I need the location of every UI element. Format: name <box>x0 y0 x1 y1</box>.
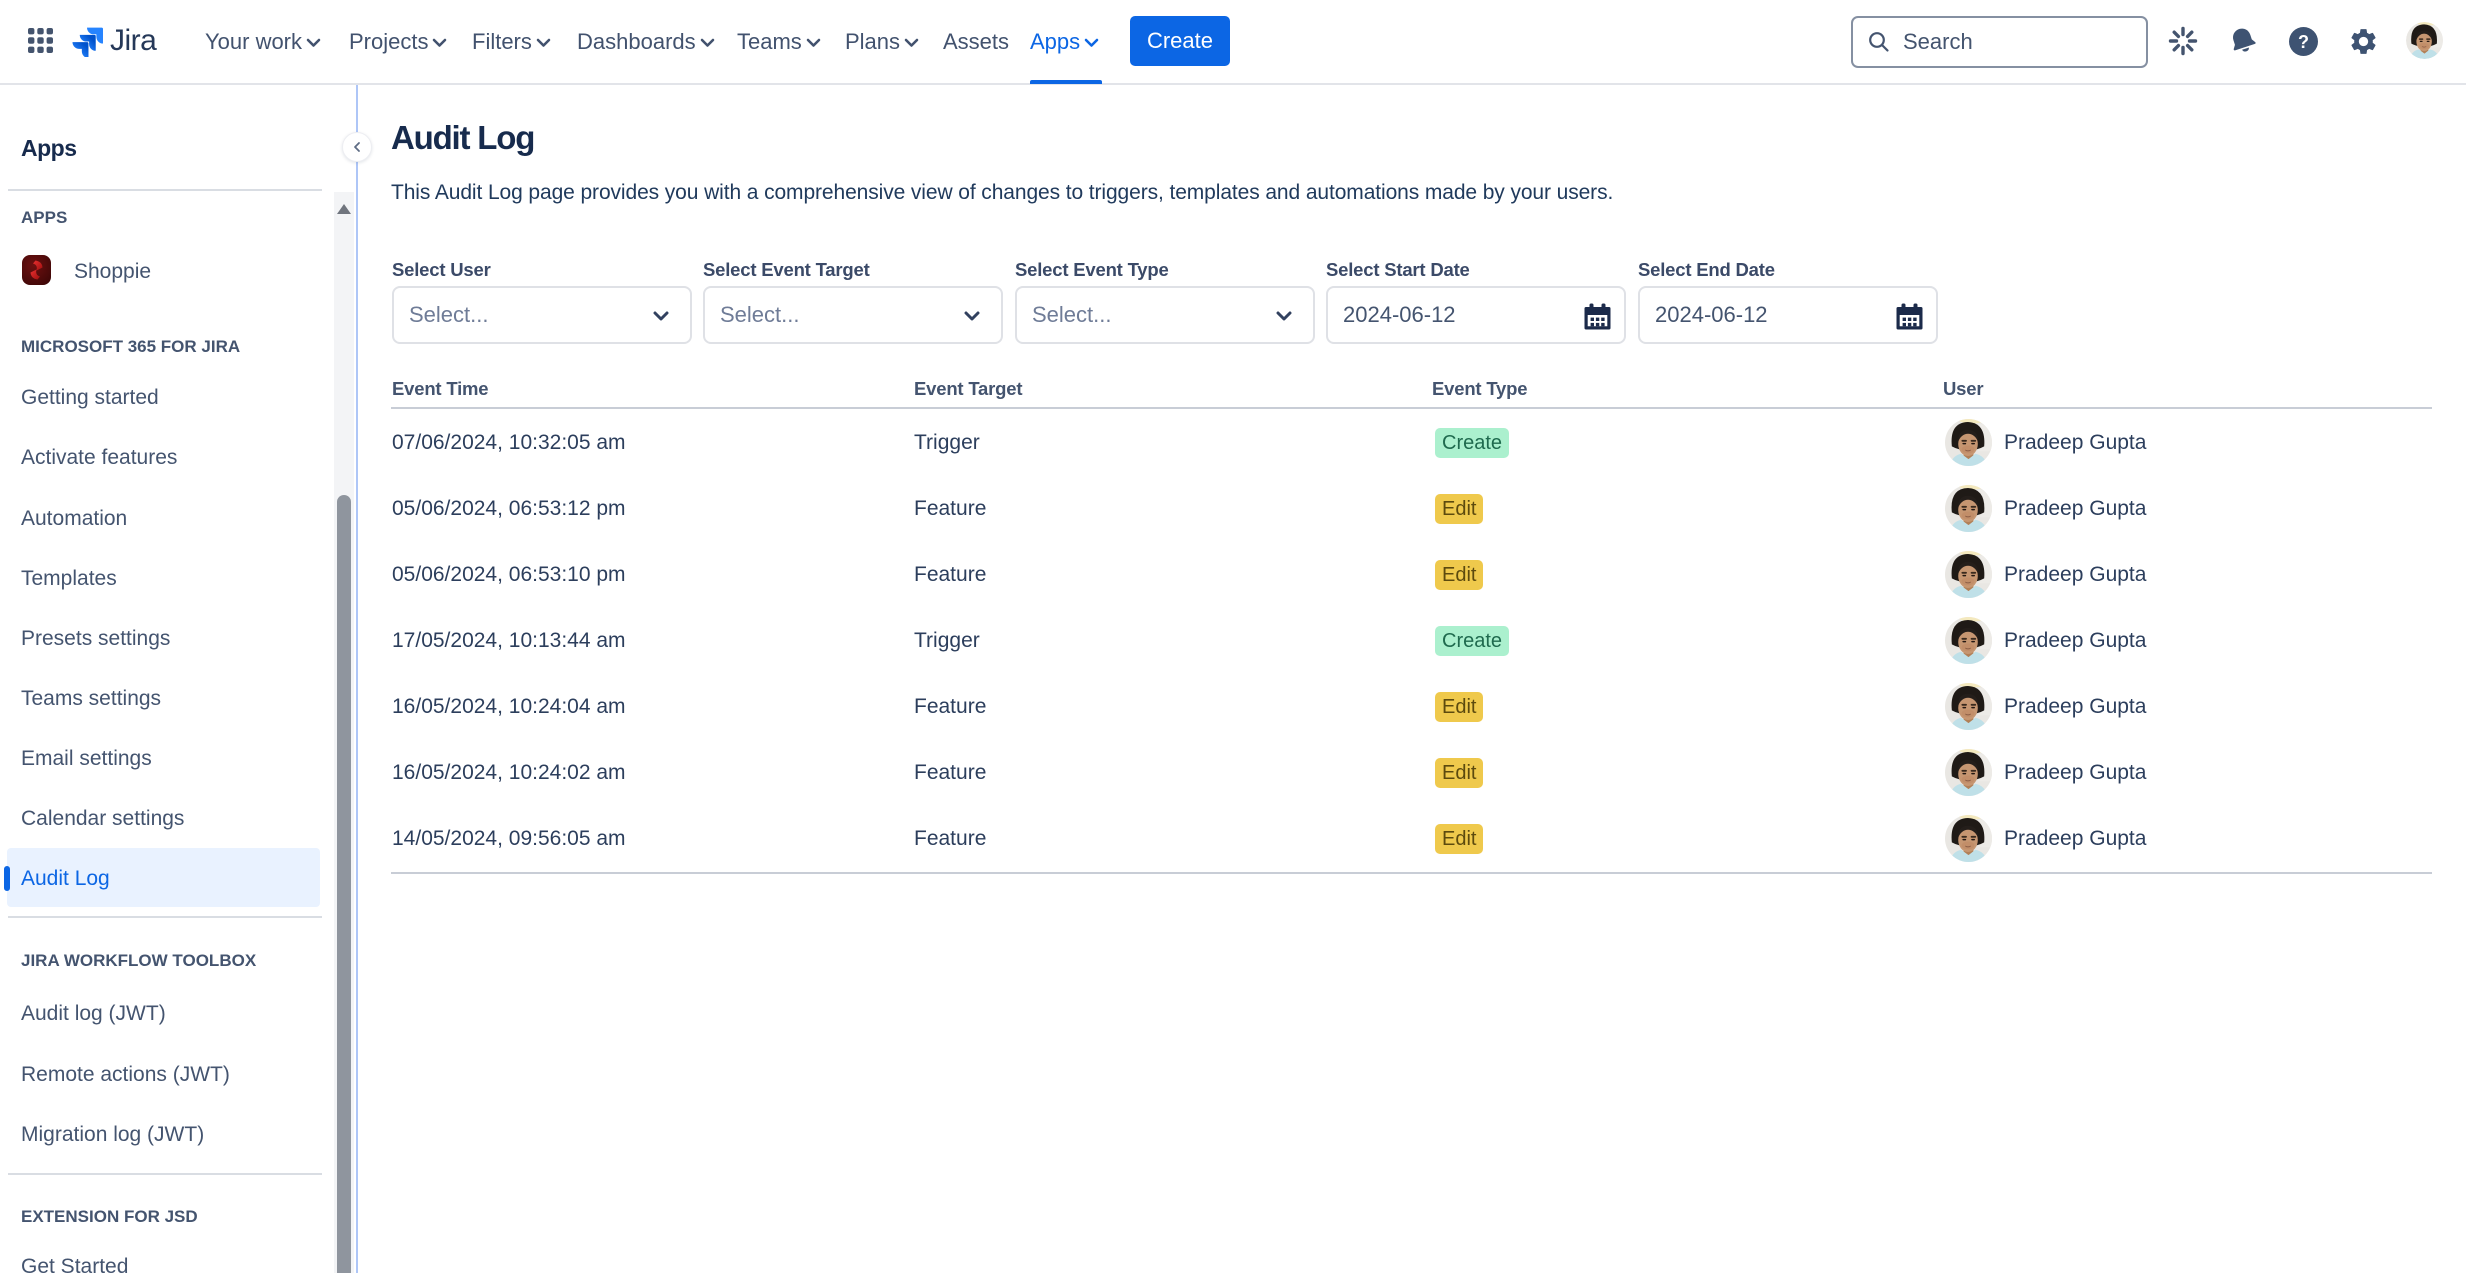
svg-text:?: ? <box>2298 32 2309 52</box>
